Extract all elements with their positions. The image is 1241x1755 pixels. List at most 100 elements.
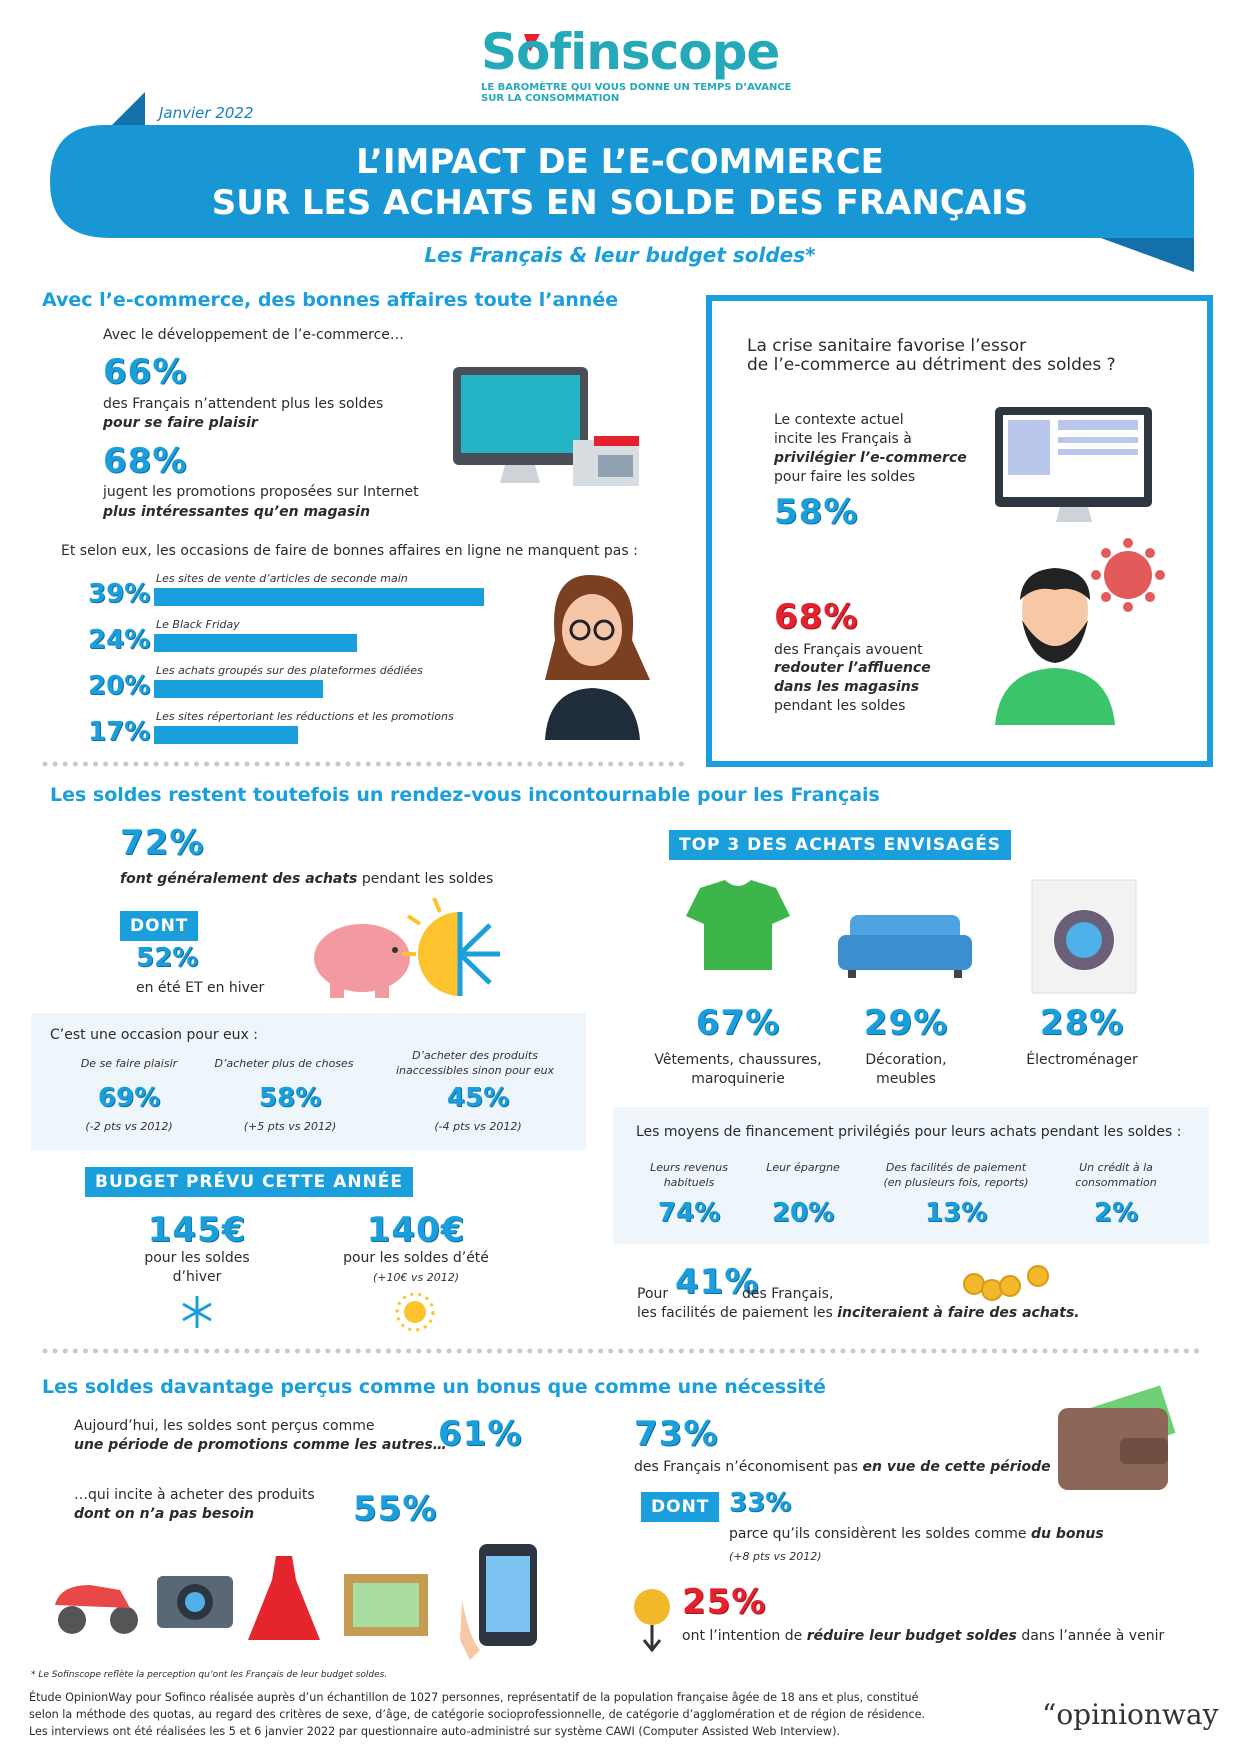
top3-label: Vêtements, chaussures, [654,1052,822,1068]
box-emphasis: privilégier l’e-commerce [774,450,967,466]
reduce-text: ont l’intention de [682,1628,803,1644]
budget-value: 140€ [366,1210,466,1250]
occasion-label: De se faire plaisir [80,1057,178,1070]
computer-icon [453,367,639,486]
reduce-value: 25% [682,1582,767,1622]
financing-label: (en plusieurs fois, reports) [883,1176,1029,1189]
study-text: Étude OpinionWay pour Sofinco réalisée a… [29,1691,919,1704]
opinionway-logo: “opinionway [1042,1698,1219,1731]
box-emphasis: dans les magasins [774,679,920,695]
date: Janvier 2022 [159,104,254,122]
budget-value: 145€ [147,1210,247,1250]
stat-text: pendant les soldes [361,871,494,887]
box-text: Le contexte actuel [774,412,904,428]
camera-icon [157,1576,233,1628]
financing-value: 2% [1093,1198,1139,1228]
intro: Et selon eux, les occasions de faire de … [61,543,638,559]
section-heading: Les soldes davantage perçus comme un bon… [42,1376,826,1398]
panel-title: Les moyens de financement privilégiés po… [636,1124,1182,1140]
stat-text: jugent les promotions proposées sur Inte… [103,484,419,500]
box-emphasis: redouter l’affluence [774,660,931,676]
bar [154,634,358,652]
savings-emphasis: en vue de cette période [862,1459,1051,1475]
bar-label: Les achats groupés sur des plateformes d… [156,664,423,677]
reduce-text: dans l’année à venir [1021,1628,1165,1644]
financing-value: 74% [657,1198,721,1228]
financing-label: Leurs revenus [650,1161,728,1174]
bar [154,588,484,606]
top3-tag: TOP 3 DES ACHATS ENVISAGÉS [669,830,1012,860]
tagline: SUR LA CONSOMMATION [481,93,620,104]
panel [613,1107,1209,1244]
budget-tag: BUDGET PRÉVU CETTE ANNÉE [85,1167,414,1197]
box-text: des Français avouent [774,642,923,658]
occasion-value: 69% [97,1083,161,1113]
stat-text: en été ET en hiver [136,980,265,996]
top3-label: Électroménager [1026,1052,1138,1068]
savings-text: des Français n’économisent pas en vue de… [634,1458,1051,1477]
dont-tag: DONT [641,1492,720,1522]
top3-label: maroquinerie [691,1071,785,1087]
top3-value: 28% [1039,1003,1125,1043]
footnote: * Le Sofinscope reflète la perception qu… [31,1670,388,1680]
financing-label: Un crédit à la [1079,1161,1153,1174]
panel-title: C’est une occasion pour eux : [50,1027,258,1043]
budget-note: (+10€ vs 2012) [372,1271,460,1284]
savings-sub-value: 33% [729,1488,792,1518]
highlight-box [706,295,1213,767]
stat-value: 72% [120,823,205,863]
financing-label: habituels [663,1176,715,1189]
bar [154,680,324,698]
budget-label: pour les soldes [144,1250,250,1266]
section-heading: Avec l’e-commerce, des bonnes affaires t… [42,289,619,311]
stat-emphasis: font généralement des achats [120,871,358,887]
tshirt-icon [686,880,790,970]
savings-note: (+8 pts vs 2012) [729,1550,822,1563]
financing-label: Des facilités de paiement [885,1161,1027,1174]
bar-value: 20% [88,671,151,701]
reduce-text: ont l’intention de réduire leur budget s… [682,1627,1164,1646]
budget-label: d’hiver [172,1269,222,1285]
financing-label: consommation [1075,1176,1157,1189]
bar-label: Les sites répertoriant les réductions et… [156,710,454,723]
coin-down-icon [634,1589,670,1653]
perception-value: 61% [438,1414,523,1454]
scooter-icon [55,1585,138,1634]
stat-text: font généralement des achats pendant les… [120,870,493,889]
ribbon-tail [1101,238,1194,272]
sun-icon [395,1292,435,1332]
stat-text: des Français n’attendent plus les soldes [103,396,384,412]
perception-emphasis: une période de promotions comme les autr… [74,1437,447,1453]
stat-value: 68% [774,597,859,637]
occasion-value: 58% [258,1083,322,1113]
season-icon [402,897,500,996]
box-text: pendant les soldes [774,698,906,714]
piggy-bank-icon [314,924,410,998]
washer-icon [1031,879,1137,994]
subtitle: Les Français & leur budget soldes* [424,243,816,267]
section-heading: Les soldes restent toutefois un rendez-v… [50,784,880,806]
occasion-note: (-2 pts vs 2012) [85,1120,173,1133]
box-title: La crise sanitaire favorise l’essor [747,336,1027,356]
title-ribbon [50,125,1195,238]
payment-text: les facilités de paiement les [637,1305,833,1321]
savings-value: 73% [634,1414,719,1454]
budget-label: pour les soldes d’été [343,1250,489,1266]
brand: Sofinscope [481,23,780,81]
box-text: pour faire les soldes [774,469,916,485]
bar-value: 39% [88,579,151,609]
screen-icon [995,407,1152,522]
top3-label: meubles [876,1071,936,1087]
occasion-note: (-4 pts vs 2012) [434,1120,522,1133]
study-text: Les interviews ont été réalisées les 5 e… [29,1725,841,1738]
frame-icon [344,1574,428,1636]
top3-value: 67% [695,1003,781,1043]
occasion-note: (+5 pts vs 2012) [243,1120,337,1133]
coins-icon [963,1265,1049,1301]
box-text: incite les Français à [774,431,912,447]
stat-emphasis: plus intéressantes qu’en magasin [103,504,371,520]
savings-sub-emphasis: du bonus [1030,1526,1104,1542]
payment-value: 41% [675,1262,760,1302]
perception-emphasis: dont on n’a pas besoin [74,1506,255,1522]
